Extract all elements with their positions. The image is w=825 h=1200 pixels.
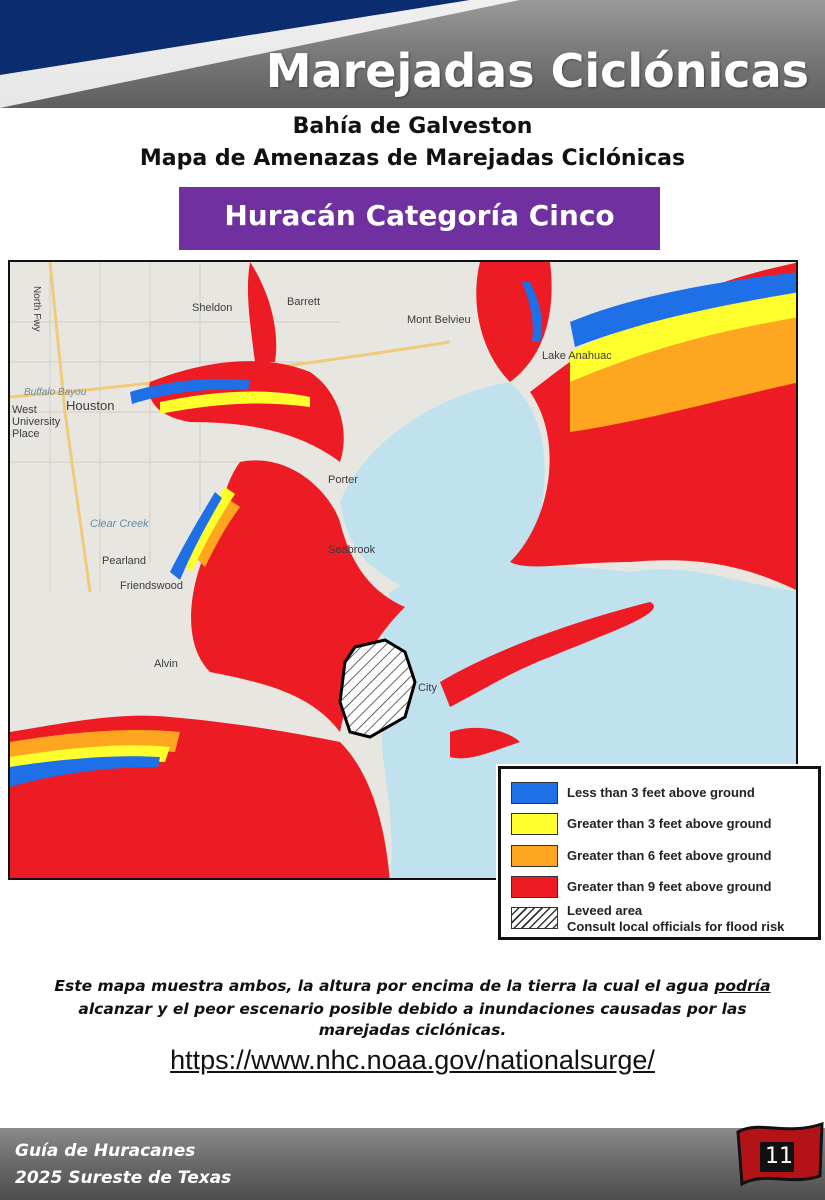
caption-emphasis: podría	[714, 977, 771, 995]
footer-band	[0, 1128, 825, 1200]
map-label-north-fwy: North Fwy	[31, 286, 42, 332]
legend-leveed-label: Leveed area	[567, 903, 643, 918]
caption-line-3: marejadas ciclónicas.	[318, 1021, 507, 1039]
map-label-buffalo-bayou: Buffalo Bayou	[24, 387, 87, 398]
map-label-lake-anahuac: Lake Anahuac	[542, 350, 612, 362]
legend-swatch	[511, 876, 558, 898]
page-title: Marejadas Ciclónicas	[265, 44, 809, 98]
caption-line-2: alcanzar y el peor escenario posible deb…	[78, 1000, 747, 1018]
legend-label: Greater than 3 feet above ground	[567, 816, 772, 831]
legend-swatch	[511, 845, 558, 867]
legend-label: Leveed area Consult local officials for …	[567, 903, 784, 935]
caption-text: Este mapa muestra ambos, la altura por e…	[54, 977, 715, 995]
legend-leveed-note: Consult local officials for flood risk	[567, 919, 785, 934]
map-label-barrett: Barrett	[287, 296, 321, 308]
map-label-porter: Porter	[328, 474, 358, 486]
map-label-alvin: Alvin	[154, 658, 178, 670]
map-label-friendswood: Friendswood	[120, 580, 183, 592]
legend-label: Greater than 6 feet above ground	[567, 848, 772, 863]
map-label-houston: Houston	[66, 398, 115, 413]
subtitle-map-name: Mapa de Amenazas de Marejadas Ciclónicas	[139, 146, 686, 171]
legend-label: Less than 3 feet above ground	[567, 785, 755, 800]
footer-guide-title: Guía de Huracanes	[15, 1141, 196, 1161]
footer-guide-edition: 2025 Sureste de Texas	[15, 1168, 232, 1188]
map-label-pearland: Pearland	[102, 555, 147, 567]
nhc-surge-link[interactable]: https://www.nhc.noaa.gov/nationalsurge/	[170, 1045, 655, 1075]
hurricane-category-banner: Huracán Categoría Cinco	[179, 187, 660, 250]
subtitle-location: Bahía de Galveston	[292, 114, 533, 139]
legend-swatch-hatched	[511, 907, 558, 929]
hurricane-flag-icon	[736, 1121, 824, 1187]
map-label-seabrook: Seabrook	[328, 544, 376, 556]
map-label-sheldon: Sheldon	[192, 302, 233, 314]
map-label-west-university-place: West University Place	[12, 404, 61, 440]
map-label-city: City	[418, 682, 437, 694]
page-number: 11	[765, 1144, 793, 1169]
map-label-clear-creek: Clear Creek	[90, 518, 149, 530]
map-legend: Less than 3 feet above ground Greater th…	[498, 766, 821, 940]
map-label-mont-belvieu: Mont Belvieu	[407, 314, 471, 326]
caption-line-1: Este mapa muestra ambos, la altura por e…	[20, 977, 805, 995]
header-accent	[0, 0, 520, 108]
legend-swatch	[511, 782, 558, 804]
legend-swatch	[511, 813, 558, 835]
legend-label: Greater than 9 feet above ground	[567, 879, 772, 894]
